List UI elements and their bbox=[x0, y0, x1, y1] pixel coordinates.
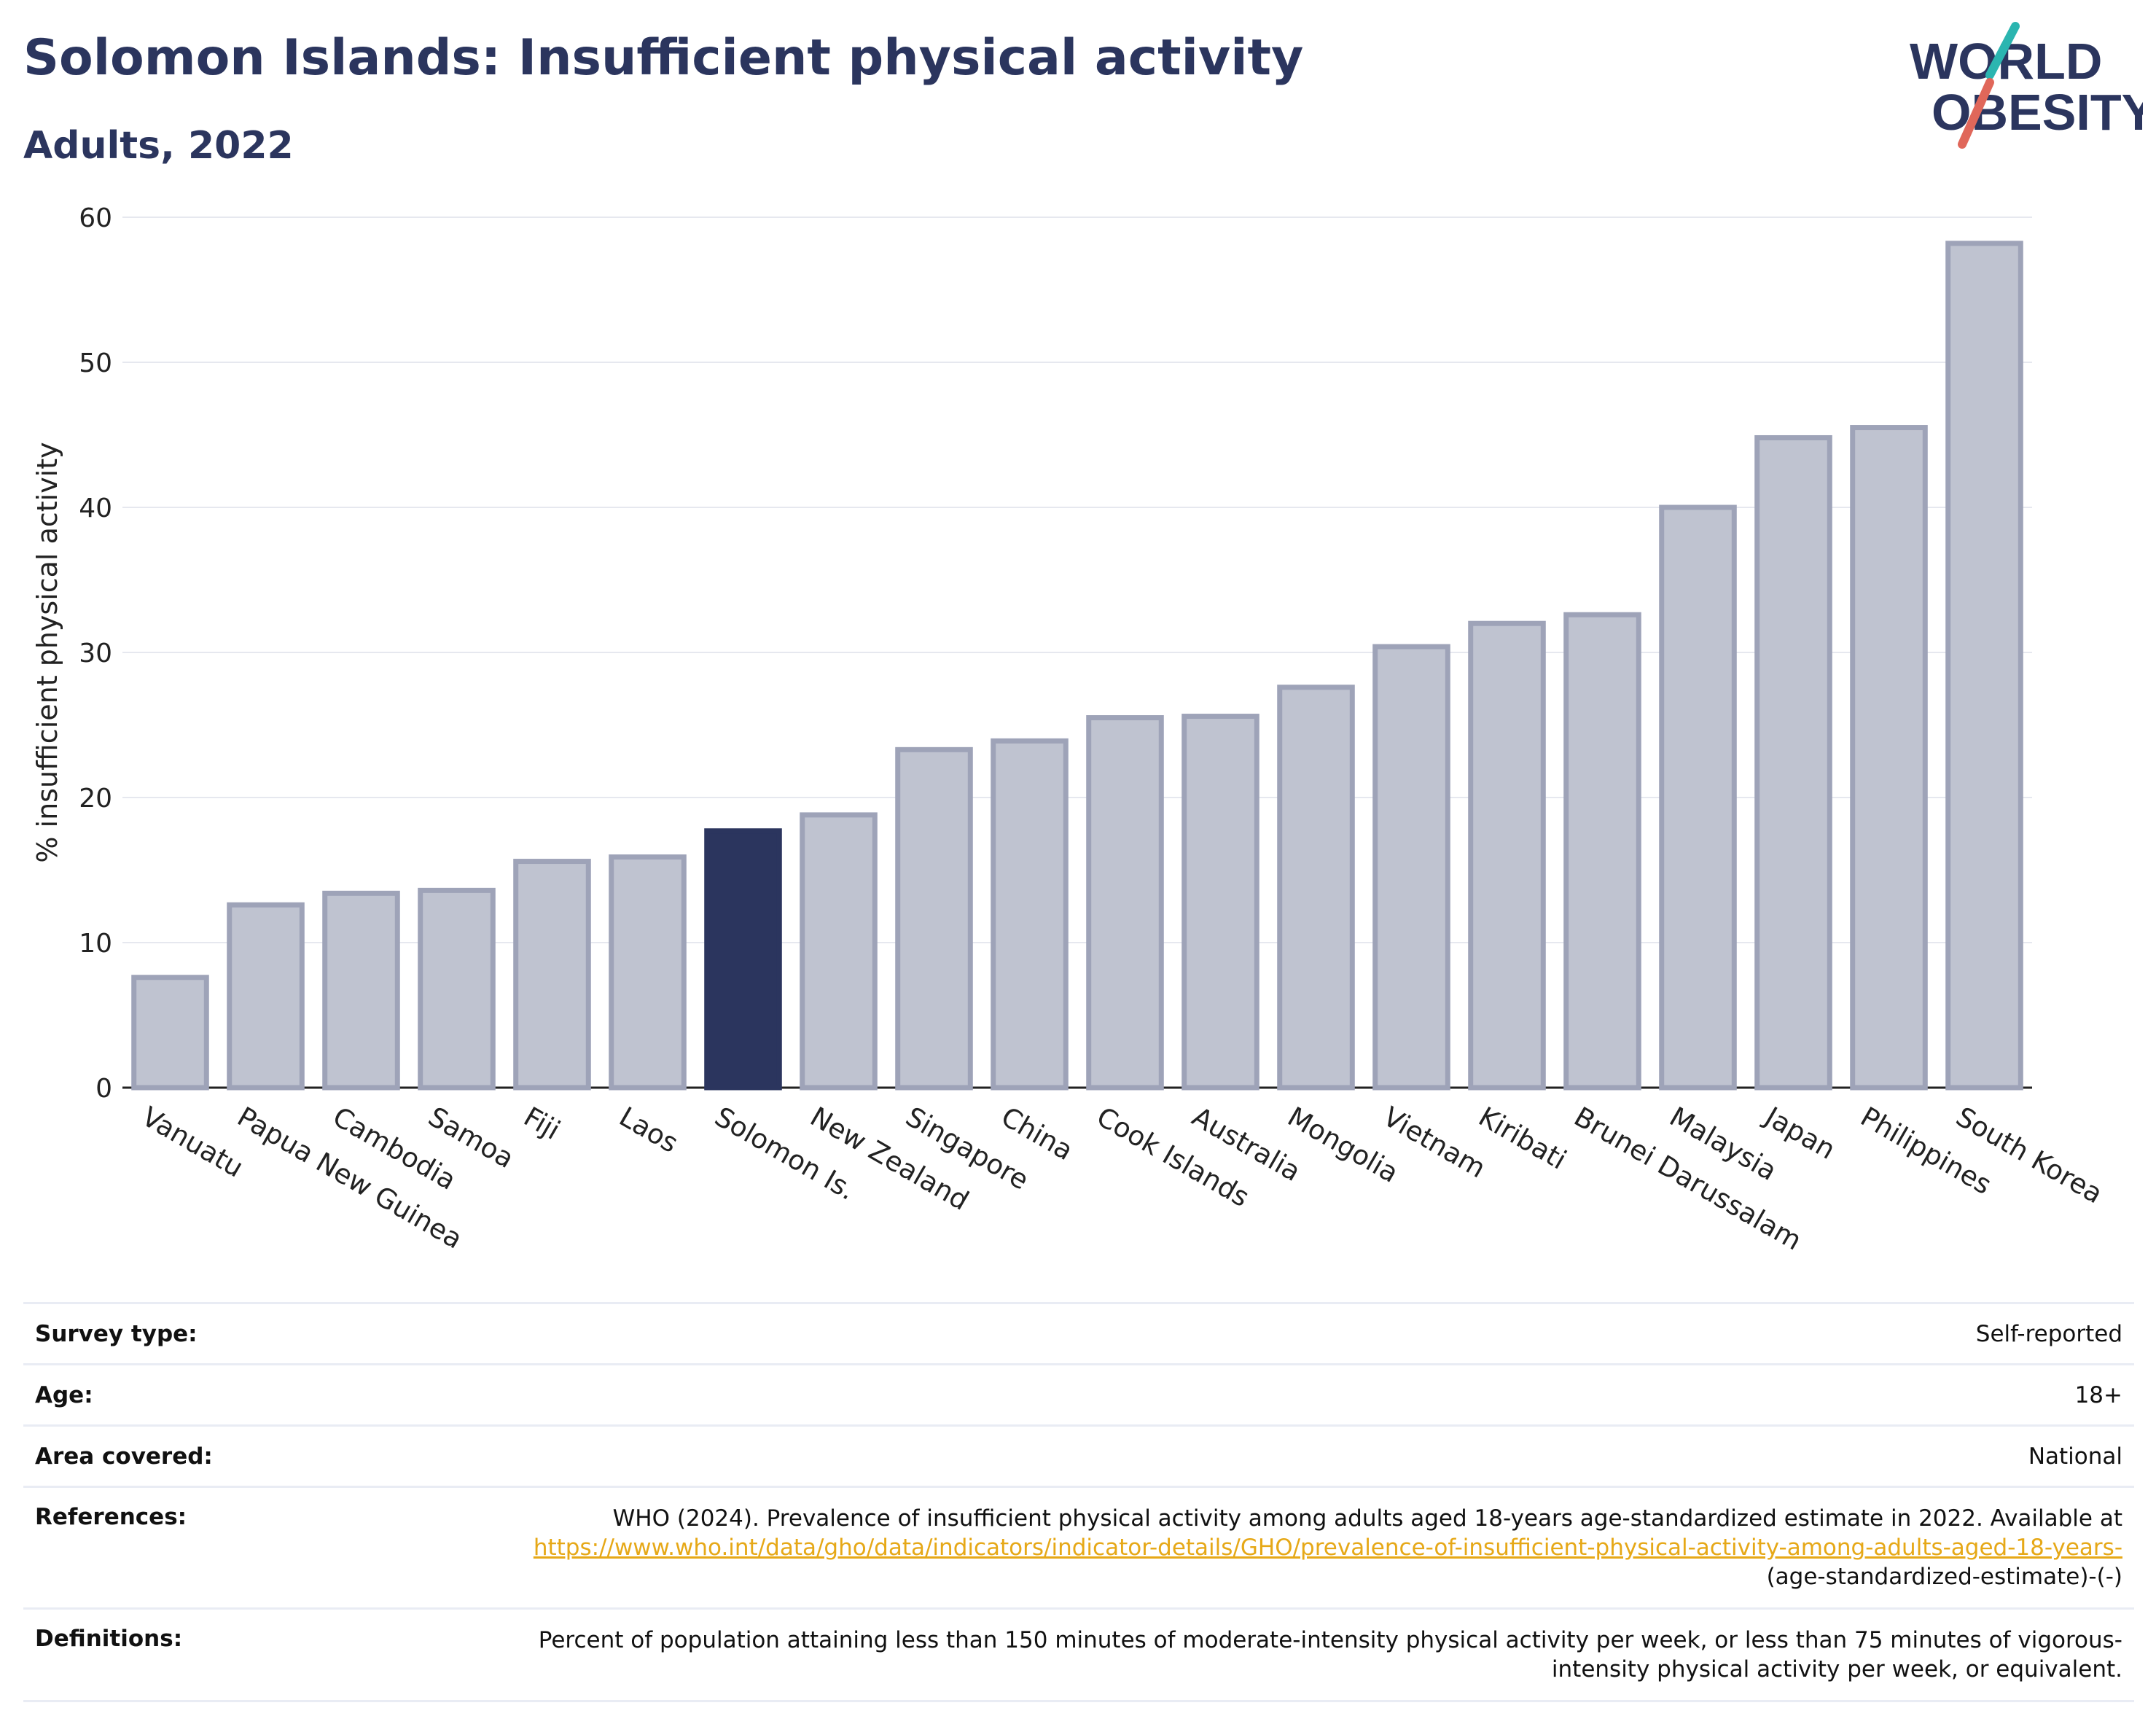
bar-south-korea bbox=[1945, 241, 2023, 1091]
x-tick-label: New Zealand bbox=[805, 1101, 974, 1217]
references-link[interactable]: https://www.who.int/data/gho/data/indica… bbox=[533, 1535, 2122, 1561]
bar-cambodia bbox=[322, 890, 400, 1091]
age-label: Age: bbox=[35, 1381, 93, 1408]
age-value: 18+ bbox=[2074, 1381, 2122, 1408]
y-tick-label: 10 bbox=[79, 929, 112, 959]
survey-type-label: Survey type: bbox=[35, 1320, 198, 1347]
world-obesity-logo: WORLD OBESITY bbox=[1910, 22, 2143, 149]
bar-mongolia bbox=[1277, 685, 1355, 1091]
info-row-survey-type: Survey type: Self-reported bbox=[23, 1302, 2134, 1363]
logo-slash-teal bbox=[1985, 22, 2020, 79]
bar-vietnam bbox=[1372, 644, 1450, 1091]
bar-brunei-darussalam bbox=[1563, 612, 1641, 1091]
x-tick-label: Vanuatu bbox=[136, 1101, 249, 1184]
bar-new-zealand bbox=[800, 812, 878, 1091]
y-tick-label: 20 bbox=[79, 784, 112, 814]
y-tick-label: 0 bbox=[95, 1074, 112, 1104]
bars bbox=[131, 241, 2023, 1091]
y-tick-label: 30 bbox=[79, 639, 112, 668]
references-label: References: bbox=[35, 1504, 187, 1530]
y-tick-labels: 0 10 20 30 40 50 60 bbox=[79, 203, 112, 1104]
info-row-area: Area covered: National bbox=[23, 1424, 2134, 1486]
chart-subtitle: Adults, 2022 bbox=[23, 124, 294, 168]
x-tick-label: Laos bbox=[614, 1101, 683, 1159]
bar-vanuatu bbox=[131, 975, 209, 1091]
bar-fiji bbox=[513, 859, 591, 1091]
chart-title: Solomon Islands: Insufficient physical a… bbox=[23, 29, 1304, 87]
survey-type-value: Self-reported bbox=[1975, 1320, 2122, 1347]
y-axis-label: % insufficient physical activity bbox=[31, 442, 63, 862]
bar-australia bbox=[1181, 714, 1259, 1091]
info-row-definitions: Definitions: Percent of population attai… bbox=[23, 1607, 2134, 1702]
x-tick-label: Fiji bbox=[518, 1101, 565, 1146]
bar-malaysia bbox=[1659, 504, 1737, 1091]
info-row-age: Age: 18+ bbox=[23, 1363, 2134, 1424]
bar-laos bbox=[609, 854, 687, 1091]
info-row-references: References: WHO (2024). Prevalence of in… bbox=[23, 1486, 2134, 1607]
bar-papua-new-guinea bbox=[227, 902, 305, 1091]
info-table: Survey type: Self-reported Age: 18+ Area… bbox=[23, 1302, 2134, 1702]
bar-solomon-is bbox=[704, 828, 782, 1091]
bar-cook-islands bbox=[1086, 715, 1164, 1091]
bar-samoa bbox=[418, 887, 496, 1091]
x-tick-label: Kiribati bbox=[1473, 1101, 1571, 1176]
definitions-value: Percent of population attaining less tha… bbox=[538, 1627, 2122, 1683]
bar-china bbox=[991, 738, 1069, 1091]
bar-japan bbox=[1754, 434, 1832, 1091]
bar-kiribati bbox=[1468, 620, 1546, 1091]
references-value: WHO (2024). Prevalence of insufficient p… bbox=[519, 1504, 2122, 1591]
area-label: Area covered: bbox=[35, 1443, 213, 1470]
bar-singapore bbox=[895, 746, 973, 1091]
grid-lines bbox=[122, 217, 2032, 1089]
logo-slash-red bbox=[1958, 78, 1994, 149]
area-value: National bbox=[2028, 1443, 2122, 1470]
bar-philippines bbox=[1850, 425, 1928, 1091]
references-text: WHO (2024). Prevalence of insufficient p… bbox=[612, 1505, 2122, 1532]
y-tick-label: 50 bbox=[79, 348, 112, 378]
references-suffix: (age-standardized-estimate)-(-) bbox=[1766, 1564, 2122, 1590]
y-tick-label: 40 bbox=[79, 494, 112, 523]
definitions-label: Definitions: bbox=[35, 1626, 183, 1652]
y-tick-label: 60 bbox=[79, 203, 112, 233]
